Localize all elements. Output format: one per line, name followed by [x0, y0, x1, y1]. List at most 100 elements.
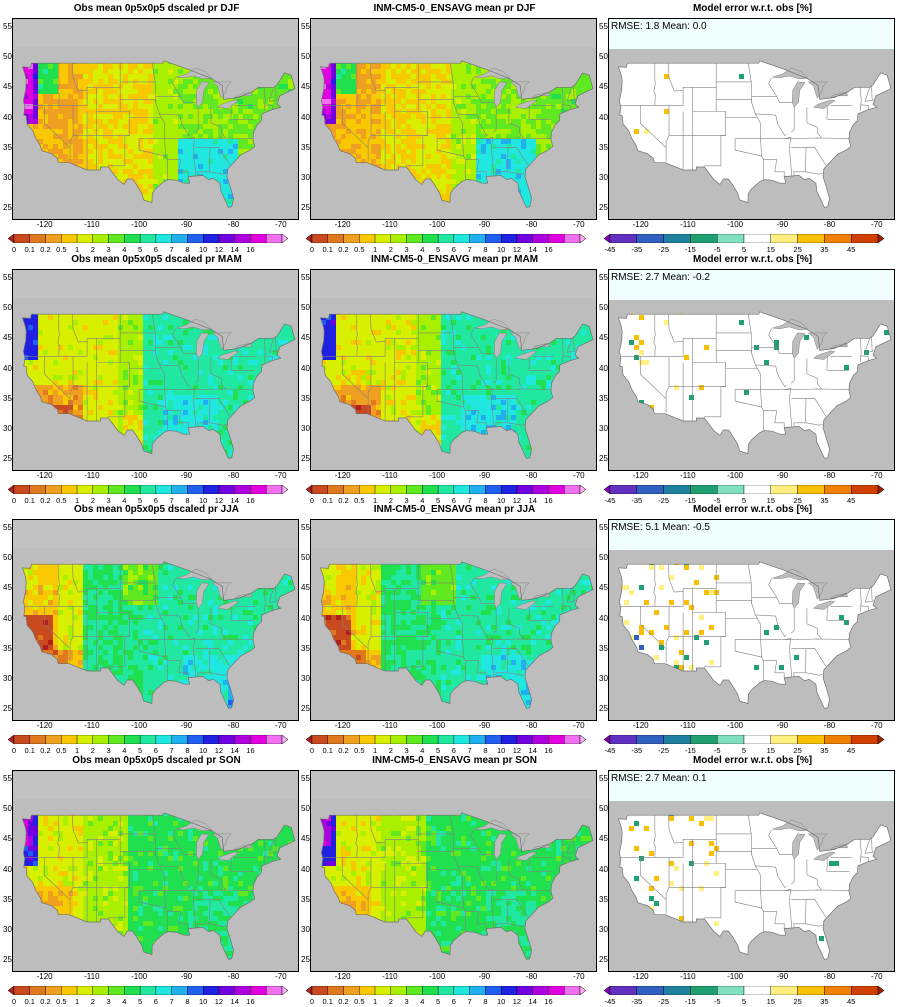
colorbar-segment: [250, 735, 266, 744]
colorbar-segment: [824, 986, 851, 995]
lon-tick-label: -110: [77, 220, 107, 229]
colorbar-segment: [407, 485, 423, 494]
colorbar-left-arrow: [604, 234, 610, 243]
colorbar-segment: [344, 234, 360, 243]
colorbar-segment: [391, 735, 407, 744]
lon-tick-label: -80: [517, 721, 547, 730]
colorbar-segment: [375, 485, 391, 494]
colorbar-segment: [407, 234, 423, 243]
colorbar-segment: [30, 234, 46, 243]
colorbar-segment: [470, 735, 486, 744]
colorbar-segment: [77, 986, 93, 995]
lon-tick-label: -110: [673, 471, 703, 480]
lat-tick-label: 35: [3, 895, 15, 904]
colorbar-segment: [548, 485, 564, 494]
colorbar-label: -35: [625, 746, 649, 755]
colorbar: [8, 735, 294, 744]
lat-tick-label: 25: [599, 955, 611, 964]
lon-tick-label: -100: [124, 972, 154, 981]
map-svg: [609, 771, 894, 971]
colorbar-label: 25: [786, 245, 810, 254]
colorbar-segment: [407, 986, 423, 995]
lat-tick-label: 55: [3, 273, 15, 282]
colorbar-label: -15: [678, 245, 702, 254]
panel-title: INM-CM5-0_ENSAVG mean pr DJF: [310, 3, 599, 17]
colorbar-segment: [14, 234, 30, 243]
panel-title: Model error w.r.t. obs [%]: [608, 755, 897, 769]
lat-tick-label: 35: [301, 895, 313, 904]
lon-tick-label: -110: [673, 220, 703, 229]
lat-tick-label: 25: [3, 704, 15, 713]
colorbar-segment: [851, 735, 878, 744]
lat-tick-label: 25: [301, 704, 313, 713]
colorbar-right-arrow: [878, 735, 884, 744]
colorbar-segment: [172, 735, 188, 744]
panel-title: Obs mean 0p5x0p5 dscaled pr DJF: [12, 3, 301, 17]
colorbar: [8, 485, 294, 494]
colorbar-segment: [219, 485, 235, 494]
colorbar-segment: [344, 735, 360, 744]
colorbar-label: 15: [759, 997, 783, 1006]
colorbar-segment: [501, 735, 517, 744]
lon-tick-label: -90: [767, 471, 797, 480]
lat-tick-label: 35: [301, 644, 313, 653]
lon-tick-label: -110: [77, 972, 107, 981]
colorbar: [8, 986, 294, 995]
colorbar-segment: [266, 234, 282, 243]
colorbar-left-arrow: [604, 986, 610, 995]
colorbar-segment: [93, 234, 109, 243]
lat-tick-label: 30: [599, 925, 611, 934]
colorbar-segment: [359, 485, 375, 494]
lat-tick-label: 30: [599, 674, 611, 683]
colorbar-segment: [203, 986, 219, 995]
lat-tick-label: 35: [3, 644, 15, 653]
colorbar-segment: [61, 234, 77, 243]
lon-tick-label: -120: [626, 972, 656, 981]
lon-tick-label: -90: [171, 972, 201, 981]
colorbar-segment: [250, 234, 266, 243]
lon-tick-label: -100: [422, 972, 452, 981]
colorbar-segment: [61, 485, 77, 494]
panel-title: Obs mean 0p5x0p5 dscaled pr MAM: [12, 254, 301, 268]
lat-tick-label: 50: [599, 553, 611, 562]
colorbar: [306, 986, 592, 995]
lon-tick-label: -110: [375, 471, 405, 480]
lat-tick-label: 35: [3, 143, 15, 152]
colorbar-label: 45: [839, 245, 863, 254]
colorbar-segment: [156, 986, 172, 995]
lon-tick-label: -120: [328, 972, 358, 981]
colorbar-segment: [30, 986, 46, 995]
colorbar-segment: [61, 735, 77, 744]
lon-tick-label: -90: [469, 220, 499, 229]
colorbar-left-arrow: [604, 485, 610, 494]
colorbar-segment: [501, 234, 517, 243]
lat-tick-label: 40: [301, 865, 313, 874]
colorbar-segment: [140, 735, 156, 744]
colorbar-segment: [470, 986, 486, 995]
lat-tick-label: 30: [301, 674, 313, 683]
panel-title: INM-CM5-0_ENSAVG mean pr SON: [310, 755, 599, 769]
colorbar-label: -35: [625, 245, 649, 254]
colorbar-segment: [235, 735, 251, 744]
colorbar: [306, 234, 592, 243]
error-stats: RMSE: 1.8 Mean: 0.0: [611, 21, 707, 32]
colorbar-segment: [470, 485, 486, 494]
colorbar-segment: [798, 986, 825, 995]
lat-tick-label: 45: [599, 333, 611, 342]
colorbar-segment: [46, 485, 62, 494]
lat-tick-label: 50: [3, 303, 15, 312]
colorbar-segment: [93, 986, 109, 995]
colorbar-segment: [235, 986, 251, 995]
colorbar-segment: [438, 234, 454, 243]
colorbar-segment: [637, 986, 664, 995]
colorbar-label: -25: [652, 746, 676, 755]
lon-tick-label: -90: [767, 972, 797, 981]
lon-tick-label: -120: [328, 220, 358, 229]
colorbar-segment: [344, 485, 360, 494]
colorbar-label: 25: [786, 746, 810, 755]
colorbar-segment: [407, 735, 423, 744]
lat-tick-label: 35: [301, 143, 313, 152]
